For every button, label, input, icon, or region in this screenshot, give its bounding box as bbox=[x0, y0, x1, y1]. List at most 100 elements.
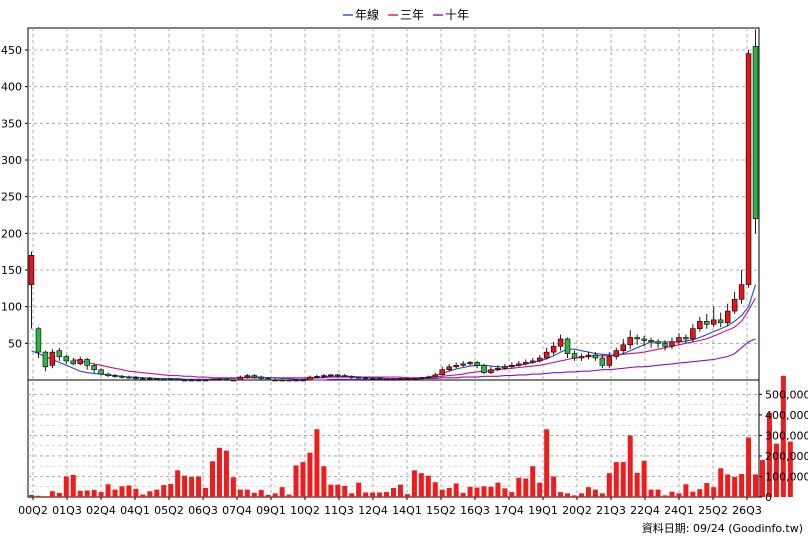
volume-bar bbox=[613, 462, 619, 497]
candle-body bbox=[140, 378, 146, 380]
volume-bar bbox=[418, 473, 424, 497]
volume-bar bbox=[453, 483, 459, 497]
candle-body bbox=[335, 374, 341, 377]
volume-bar bbox=[91, 490, 97, 497]
candle-body bbox=[411, 378, 418, 380]
candle-body bbox=[752, 46, 759, 219]
volume-bar bbox=[446, 487, 452, 497]
candle-body bbox=[328, 374, 334, 377]
volume-bar bbox=[70, 474, 76, 497]
candle-body bbox=[599, 357, 606, 366]
volume-bar bbox=[669, 491, 675, 497]
volume-bars bbox=[28, 375, 793, 497]
volume-bar bbox=[49, 491, 55, 497]
candle-body bbox=[63, 356, 70, 362]
x-tick-label: 00Q2 bbox=[18, 504, 48, 517]
volume-bar bbox=[349, 493, 355, 497]
candle-body bbox=[613, 350, 620, 357]
candle-body bbox=[84, 359, 90, 366]
volume-bar bbox=[251, 492, 257, 497]
volume-bar bbox=[572, 495, 578, 497]
candle-body bbox=[314, 376, 320, 378]
volume-bar bbox=[112, 489, 118, 497]
candle-body bbox=[195, 379, 202, 382]
volume-bar bbox=[384, 492, 390, 497]
volume-bar bbox=[140, 494, 146, 497]
x-tick-label: 10Q2 bbox=[290, 504, 320, 517]
candle-body bbox=[362, 377, 369, 380]
candle-body bbox=[717, 319, 724, 324]
grid-lines bbox=[28, 28, 759, 497]
volume-bar bbox=[314, 429, 320, 497]
volume-bar bbox=[342, 485, 348, 497]
candle-body bbox=[105, 373, 111, 376]
candle-body bbox=[557, 338, 564, 347]
candle-body bbox=[383, 378, 390, 381]
volume-bar bbox=[335, 484, 341, 497]
candle-body bbox=[724, 310, 731, 324]
x-tick-label: 26Q3 bbox=[732, 504, 762, 517]
candle-body bbox=[474, 362, 480, 366]
candle-body bbox=[676, 337, 682, 343]
volume-bar bbox=[377, 492, 383, 497]
price-tick-label: 300 bbox=[1, 154, 22, 167]
candle-body bbox=[564, 338, 571, 354]
volume-bar bbox=[189, 476, 195, 497]
volume-bar bbox=[544, 429, 550, 497]
candle-body bbox=[704, 321, 710, 325]
volume-bar bbox=[321, 466, 327, 497]
candle-body bbox=[272, 379, 278, 382]
price-tick-label: 50 bbox=[8, 337, 22, 350]
volume-bar bbox=[516, 477, 522, 497]
candle-body bbox=[286, 379, 292, 382]
volume-bar bbox=[558, 492, 564, 497]
x-tick-label: 16Q3 bbox=[460, 504, 490, 517]
price-tick-label: 350 bbox=[1, 117, 22, 130]
candle-body bbox=[174, 378, 181, 381]
volume-bar bbox=[203, 487, 209, 497]
candle-body bbox=[348, 376, 355, 378]
volume-tick-label: 400,000 bbox=[765, 409, 808, 422]
volume-bar bbox=[718, 468, 724, 497]
price-panel-frame bbox=[27, 27, 760, 381]
candle-body bbox=[641, 338, 647, 341]
candle-body bbox=[355, 376, 362, 379]
volume-bar bbox=[711, 487, 717, 497]
price-tick-label: 150 bbox=[1, 264, 22, 277]
volume-bar bbox=[84, 490, 90, 497]
volume-bar bbox=[460, 492, 466, 497]
candle-body bbox=[70, 360, 76, 365]
volume-bar bbox=[530, 466, 536, 497]
candle-body bbox=[418, 377, 425, 380]
candle-body bbox=[91, 365, 97, 371]
volume-bar bbox=[147, 491, 153, 497]
volume-bar bbox=[787, 441, 793, 497]
volume-bar bbox=[739, 474, 745, 497]
x-tick-label: 19Q1 bbox=[528, 504, 558, 517]
candle-body bbox=[738, 284, 745, 300]
ma-year-line bbox=[31, 284, 757, 380]
volume-bar bbox=[168, 483, 174, 497]
volume-bar bbox=[307, 452, 313, 497]
volume-bar bbox=[370, 492, 376, 497]
x-tick-label: 09Q1 bbox=[256, 504, 286, 517]
candle-body bbox=[425, 376, 432, 379]
x-tick-label: 02Q4 bbox=[86, 504, 116, 517]
candle-body bbox=[711, 319, 717, 325]
volume-bar bbox=[397, 484, 403, 497]
volume-bar bbox=[390, 487, 397, 497]
candle-body bbox=[112, 375, 118, 377]
volume-bar bbox=[161, 485, 167, 497]
x-tick-label: 22Q4 bbox=[630, 504, 660, 517]
x-tick-label: 06Q3 bbox=[188, 504, 218, 517]
volume-bar bbox=[35, 495, 41, 497]
volume-bar bbox=[606, 473, 612, 497]
volume-bar bbox=[439, 489, 445, 497]
candle-body bbox=[523, 362, 529, 365]
volume-bar bbox=[244, 489, 250, 497]
candle-body bbox=[606, 356, 613, 366]
volume-bar bbox=[230, 477, 236, 497]
volume-bar bbox=[286, 494, 292, 497]
volume-bar bbox=[599, 493, 605, 497]
price-tick-label: 450 bbox=[1, 44, 22, 57]
